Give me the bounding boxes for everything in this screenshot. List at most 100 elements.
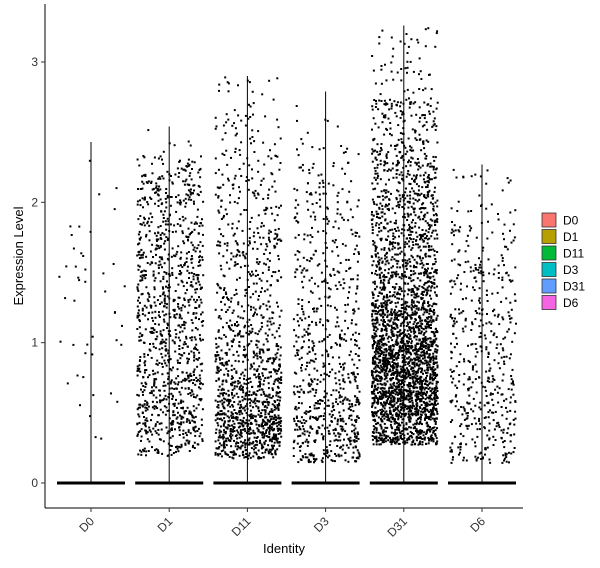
data-point xyxy=(325,350,328,353)
data-point xyxy=(384,263,387,266)
data-point xyxy=(237,380,240,382)
data-point xyxy=(292,318,295,321)
data-point xyxy=(167,430,170,433)
data-point xyxy=(171,267,174,270)
data-point xyxy=(137,369,140,372)
data-point xyxy=(267,193,270,196)
data-point xyxy=(383,321,386,323)
data-point xyxy=(276,352,279,355)
data-point xyxy=(254,189,257,192)
data-point xyxy=(432,352,435,355)
data-point xyxy=(278,417,281,420)
data-point xyxy=(352,333,354,336)
data-point xyxy=(382,405,385,408)
data-point xyxy=(400,395,403,398)
data-point xyxy=(403,42,406,45)
data-point xyxy=(333,439,336,442)
data-point xyxy=(148,230,151,233)
data-point xyxy=(383,369,386,372)
data-point xyxy=(137,394,140,397)
data-point xyxy=(338,396,341,399)
data-point xyxy=(309,406,311,408)
data-point xyxy=(411,241,414,244)
data-point xyxy=(376,216,378,218)
data-point xyxy=(234,127,237,130)
data-point xyxy=(308,332,311,335)
data-point xyxy=(407,137,410,140)
data-point xyxy=(162,440,165,443)
data-point xyxy=(426,361,429,364)
data-point xyxy=(244,449,247,452)
data-point xyxy=(423,351,426,354)
data-point xyxy=(196,222,198,225)
data-point xyxy=(262,403,264,406)
data-point xyxy=(415,394,418,397)
data-point xyxy=(415,390,418,393)
data-point xyxy=(426,263,429,265)
data-point xyxy=(214,440,217,443)
data-point xyxy=(309,359,312,362)
data-point xyxy=(423,311,426,314)
data-point xyxy=(177,375,180,378)
data-point xyxy=(409,417,412,420)
data-point xyxy=(409,277,412,280)
data-point xyxy=(415,428,418,431)
data-point xyxy=(378,371,380,374)
data-point xyxy=(430,245,433,248)
data-point xyxy=(266,288,269,291)
data-point xyxy=(345,258,348,261)
data-point xyxy=(351,405,354,408)
data-point xyxy=(429,165,432,168)
data-point xyxy=(391,313,394,315)
data-point xyxy=(357,417,360,419)
data-point xyxy=(186,281,188,284)
data-point xyxy=(169,368,172,370)
data-point xyxy=(189,411,192,414)
data-point xyxy=(256,333,259,336)
data-point xyxy=(329,305,332,308)
data-point xyxy=(163,248,166,251)
data-point xyxy=(238,433,241,436)
data-point xyxy=(357,153,360,156)
data-point xyxy=(258,380,261,383)
data-point xyxy=(255,197,258,200)
data-point xyxy=(429,366,432,369)
data-point xyxy=(410,274,413,277)
data-point xyxy=(192,426,195,429)
data-point xyxy=(225,399,228,402)
data-point xyxy=(176,445,178,448)
data-point xyxy=(166,239,169,241)
data-point xyxy=(395,376,398,379)
data-point xyxy=(154,405,157,408)
data-point xyxy=(303,328,306,331)
data-point xyxy=(271,311,274,314)
data-point xyxy=(233,387,236,390)
data-point xyxy=(232,353,235,356)
data-point xyxy=(220,268,223,271)
data-point xyxy=(229,440,232,442)
data-point xyxy=(265,263,267,266)
data-point xyxy=(137,413,140,416)
data-point xyxy=(321,457,324,460)
data-point xyxy=(244,439,247,442)
data-point xyxy=(302,286,305,289)
data-point xyxy=(384,63,386,66)
data-point xyxy=(218,83,221,86)
data-point xyxy=(248,236,251,239)
data-point xyxy=(214,193,217,196)
data-point xyxy=(171,423,174,426)
data-point xyxy=(292,391,295,394)
data-point xyxy=(301,442,304,445)
data-point xyxy=(187,227,190,230)
data-point xyxy=(159,198,162,201)
data-point xyxy=(82,255,85,257)
data-point xyxy=(245,331,248,334)
data-point xyxy=(264,416,267,419)
data-point xyxy=(257,449,260,452)
data-point xyxy=(179,199,182,202)
data-point xyxy=(262,425,264,427)
data-point xyxy=(387,439,390,442)
data-point xyxy=(420,388,423,391)
data-point xyxy=(379,432,382,435)
data-point xyxy=(421,319,424,322)
